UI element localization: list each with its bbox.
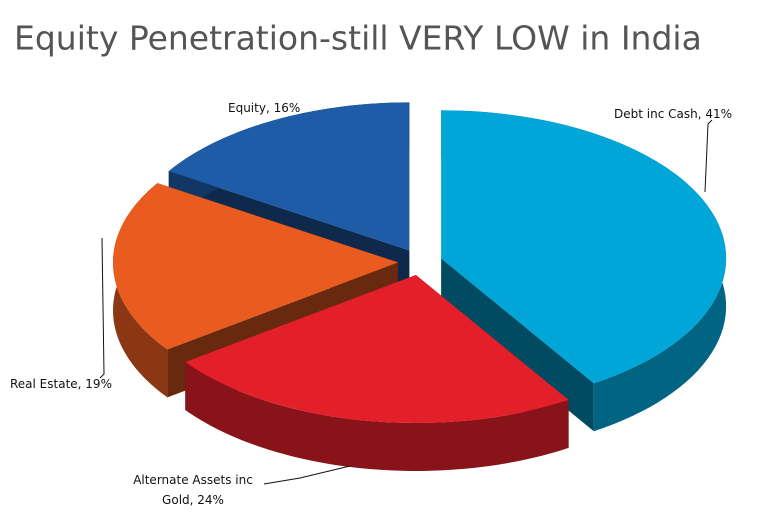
slice-side bbox=[441, 258, 594, 432]
pie bbox=[113, 102, 727, 471]
slice bbox=[185, 274, 569, 423]
leader-line bbox=[99, 237, 105, 379]
chart-title: Equity Penetration-still VERY LOW in Ind… bbox=[14, 19, 702, 58]
slice-label: Alternate Assets inc Gold, 24% bbox=[133, 473, 253, 507]
slice-label: Debt inc Cash, 41% bbox=[614, 107, 733, 121]
slice-label: Equity, 16% bbox=[228, 101, 301, 115]
leader-line bbox=[704, 119, 713, 193]
slice-label: Real Estate, 19% bbox=[10, 377, 112, 391]
slice bbox=[168, 102, 410, 251]
slice bbox=[441, 110, 727, 384]
slice-side bbox=[185, 361, 569, 471]
slice bbox=[113, 183, 399, 350]
leader-line bbox=[263, 465, 351, 485]
